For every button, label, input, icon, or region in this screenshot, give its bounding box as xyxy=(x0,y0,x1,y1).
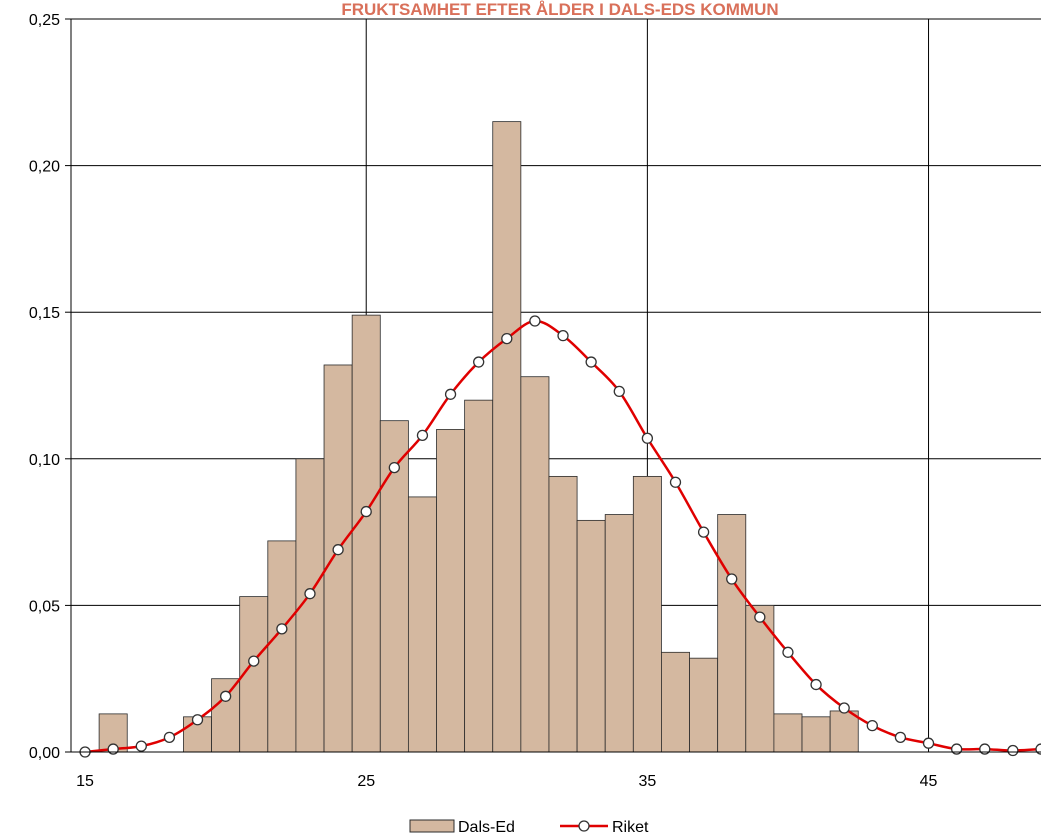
y-tick-label: 0,05 xyxy=(29,598,60,615)
point-riket xyxy=(276,623,288,635)
line-layer xyxy=(79,315,1041,758)
bar-dals-ed xyxy=(351,314,381,753)
chart-title: FRUKTSAMHET EFTER ÅLDER I DALS-EDS KOMMU… xyxy=(341,0,778,19)
point-riket xyxy=(191,714,204,726)
point-riket xyxy=(557,330,569,342)
x-tick-label: 45 xyxy=(920,773,938,790)
y-tick-label: 0,25 xyxy=(29,12,60,29)
point-riket xyxy=(388,461,400,474)
bar-dals-ed xyxy=(576,519,606,753)
bar-dals-ed xyxy=(773,713,803,753)
point-riket xyxy=(641,432,654,444)
point-riket xyxy=(248,655,260,667)
point-riket xyxy=(922,737,935,749)
point-riket xyxy=(163,731,176,743)
bar-dals-ed xyxy=(548,475,578,753)
point-riket xyxy=(360,505,372,518)
x-tick-label: 15 xyxy=(76,773,94,790)
point-riket xyxy=(585,356,597,368)
point-riket xyxy=(501,332,513,345)
point-riket xyxy=(107,743,119,755)
point-riket xyxy=(332,544,344,556)
point-riket xyxy=(669,476,682,488)
legend: Dals-Ed Riket xyxy=(409,819,649,836)
point-riket xyxy=(810,678,822,691)
point-riket xyxy=(697,526,710,538)
point-riket xyxy=(951,743,963,755)
bar-dals-ed xyxy=(745,605,775,753)
point-riket xyxy=(416,429,429,441)
point-riket xyxy=(726,573,738,585)
point-riket xyxy=(1035,743,1041,755)
point-riket xyxy=(754,611,766,623)
y-tick-label: 0,10 xyxy=(29,452,60,469)
bar-dals-ed xyxy=(211,678,241,753)
y-tick-label: 0,00 xyxy=(29,745,60,762)
point-riket xyxy=(304,588,316,600)
bar-dals-ed xyxy=(520,376,550,753)
legend-swatch-dals-ed xyxy=(409,819,455,833)
point-riket xyxy=(979,743,991,755)
bar-dals-ed xyxy=(407,496,437,753)
point-riket xyxy=(782,646,794,658)
bar-dals-ed xyxy=(436,429,466,753)
point-riket xyxy=(866,719,878,732)
legend-label-riket: Riket xyxy=(612,819,649,834)
legend-marker-riket xyxy=(578,820,590,832)
point-riket xyxy=(135,740,147,752)
legend-label-dals-ed: Dals-Ed xyxy=(458,819,515,834)
bar-dals-ed xyxy=(267,540,297,753)
bar-dals-ed xyxy=(604,514,634,753)
point-riket xyxy=(219,690,232,702)
x-tick-label: 35 xyxy=(638,773,656,790)
x-tick-label: 25 xyxy=(357,773,375,790)
y-tick-label: 0,15 xyxy=(29,305,60,322)
y-tick-label: 0,20 xyxy=(29,159,60,176)
bar-dals-ed xyxy=(464,399,494,753)
point-riket xyxy=(1007,744,1019,757)
bar-dals-ed xyxy=(801,716,831,753)
point-riket xyxy=(613,385,625,398)
axes-layer: 0,00 0,05 0,10 0,15 0,20 0,25 15 25 35 45 xyxy=(29,12,1041,790)
bar-dals-ed xyxy=(323,364,353,753)
point-riket xyxy=(473,356,485,368)
bars-layer xyxy=(98,121,859,753)
point-riket xyxy=(894,731,907,743)
point-riket xyxy=(444,388,457,400)
bar-dals-ed xyxy=(829,710,859,753)
bar-dals-ed xyxy=(632,475,662,753)
bar-dals-ed xyxy=(689,657,719,753)
bar-dals-ed xyxy=(717,514,747,753)
bar-dals-ed xyxy=(661,651,690,753)
point-riket xyxy=(838,702,850,714)
bar-dals-ed xyxy=(492,121,522,753)
point-riket xyxy=(529,315,541,327)
